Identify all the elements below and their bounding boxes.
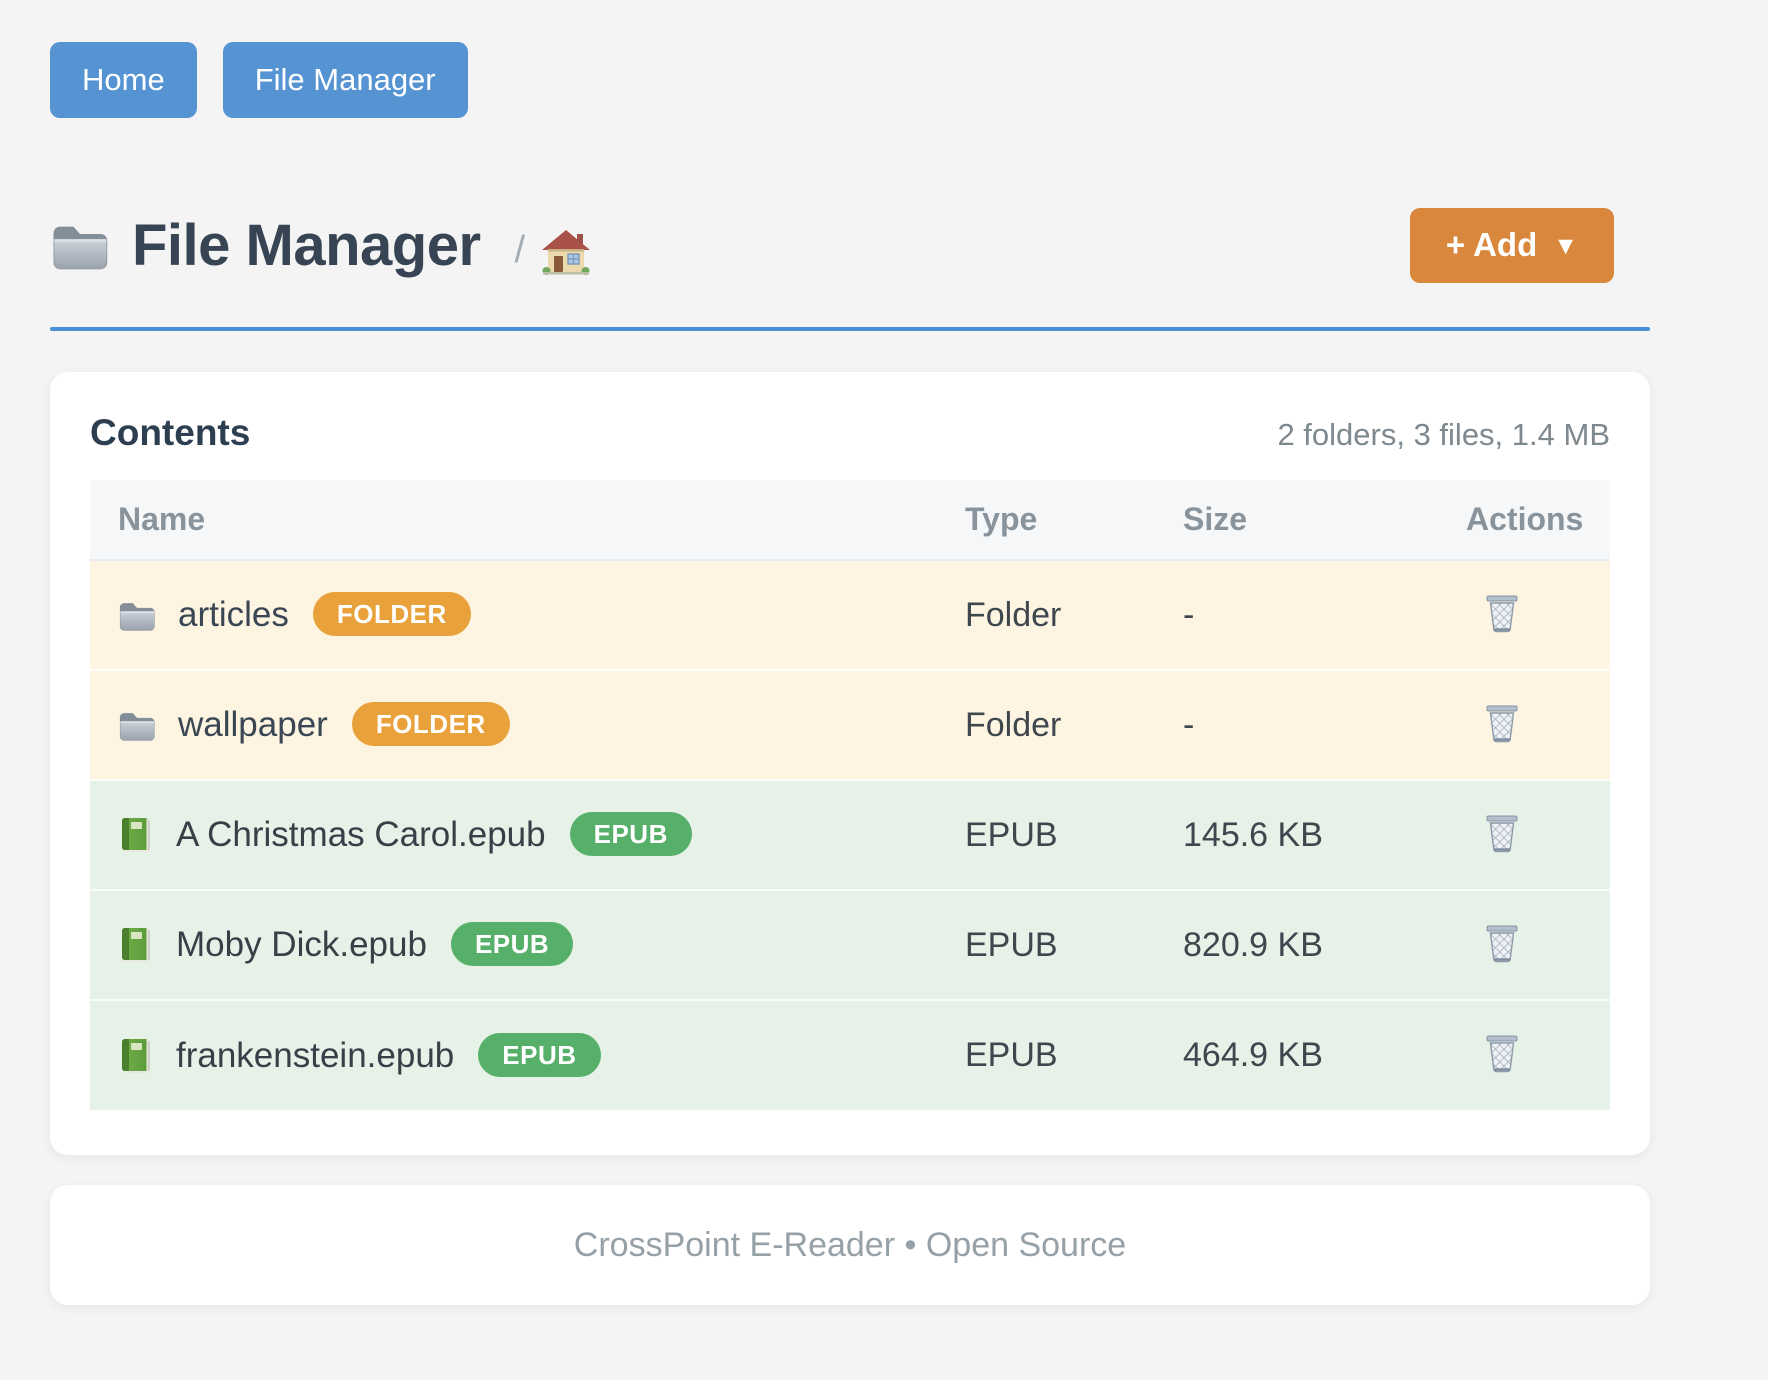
file-name[interactable]: articles [178,595,289,635]
book-icon [118,816,154,854]
cell-size: - [1183,670,1466,780]
chevron-down-icon: ▼ [1553,232,1578,261]
type-badge: FOLDER [352,702,510,746]
file-name[interactable]: A Christmas Carol.epub [176,815,546,855]
column-header-size: Size [1183,480,1466,560]
folder-icon [50,220,110,270]
page-container: Home File Manager File Manager / + Add ▼… [50,0,1650,1305]
cell-size: 820.9 KB [1183,890,1466,1000]
table-row: frankenstein.epub EPUB EPUB 464.9 KB [90,1000,1610,1110]
contents-summary: 2 folders, 3 files, 1.4 MB [1277,417,1610,453]
add-button-label: + Add [1446,226,1537,264]
delete-button[interactable] [1480,919,1524,967]
file-name[interactable]: Moby Dick.epub [176,925,427,965]
column-header-name: Name [90,480,965,560]
file-name[interactable]: frankenstein.epub [176,1036,454,1076]
delete-button[interactable] [1480,589,1524,637]
title-divider [50,327,1650,331]
trash-icon [1484,923,1520,963]
type-badge: EPUB [451,922,573,966]
page-title: File Manager [132,212,481,279]
footer: CrossPoint E-Reader • Open Source [50,1185,1650,1305]
contents-heading: Contents [90,412,250,454]
contents-card: Contents 2 folders, 3 files, 1.4 MB Name… [50,372,1650,1155]
cell-size: 464.9 KB [1183,1000,1466,1110]
contents-card-header: Contents 2 folders, 3 files, 1.4 MB [90,412,1610,454]
cell-actions [1466,890,1610,1000]
delete-button[interactable] [1480,1029,1524,1077]
cell-actions [1466,1000,1610,1110]
cell-type: EPUB [965,890,1183,1000]
delete-button[interactable] [1480,699,1524,747]
add-button[interactable]: + Add ▼ [1410,208,1614,283]
file-name[interactable]: wallpaper [178,705,328,745]
cell-actions [1466,670,1610,780]
cell-size: - [1183,560,1466,670]
cell-type: Folder [965,670,1183,780]
breadcrumb-separator: / [515,229,526,272]
type-badge: EPUB [478,1033,600,1077]
column-header-type: Type [965,480,1183,560]
nav-file-manager-button[interactable]: File Manager [223,42,468,118]
table-row: Moby Dick.epub EPUB EPUB 820.9 KB [90,890,1610,1000]
footer-text: CrossPoint E-Reader • Open Source [574,1226,1126,1265]
title-group: File Manager / [50,212,591,279]
table-row: wallpaper FOLDER Folder - [90,670,1610,780]
folder-icon [118,598,156,632]
cell-type: EPUB [965,1000,1183,1110]
cell-type: EPUB [965,780,1183,890]
trash-icon [1484,1033,1520,1073]
column-header-actions: Actions [1466,480,1610,560]
table-row: articles FOLDER Folder - [90,560,1610,670]
trash-icon [1484,703,1520,743]
cell-actions [1466,560,1610,670]
trash-icon [1484,813,1520,853]
table-row: A Christmas Carol.epub EPUB EPUB 145.6 K… [90,780,1610,890]
type-badge: FOLDER [313,592,471,636]
nav-bar: Home File Manager [50,0,1650,118]
folder-icon [118,708,156,742]
delete-button[interactable] [1480,809,1524,857]
cell-actions [1466,780,1610,890]
type-badge: EPUB [570,812,692,856]
home-icon[interactable] [541,229,591,275]
book-icon [118,1037,154,1075]
files-table: Name Type Size Actions articles FOLDER [90,480,1610,1110]
table-header-row: Name Type Size Actions [90,480,1610,560]
trash-icon [1484,593,1520,633]
cell-size: 145.6 KB [1183,780,1466,890]
nav-home-button[interactable]: Home [50,42,197,118]
book-icon [118,926,154,964]
page-header: File Manager / + Add ▼ [50,190,1650,300]
cell-type: Folder [965,560,1183,670]
